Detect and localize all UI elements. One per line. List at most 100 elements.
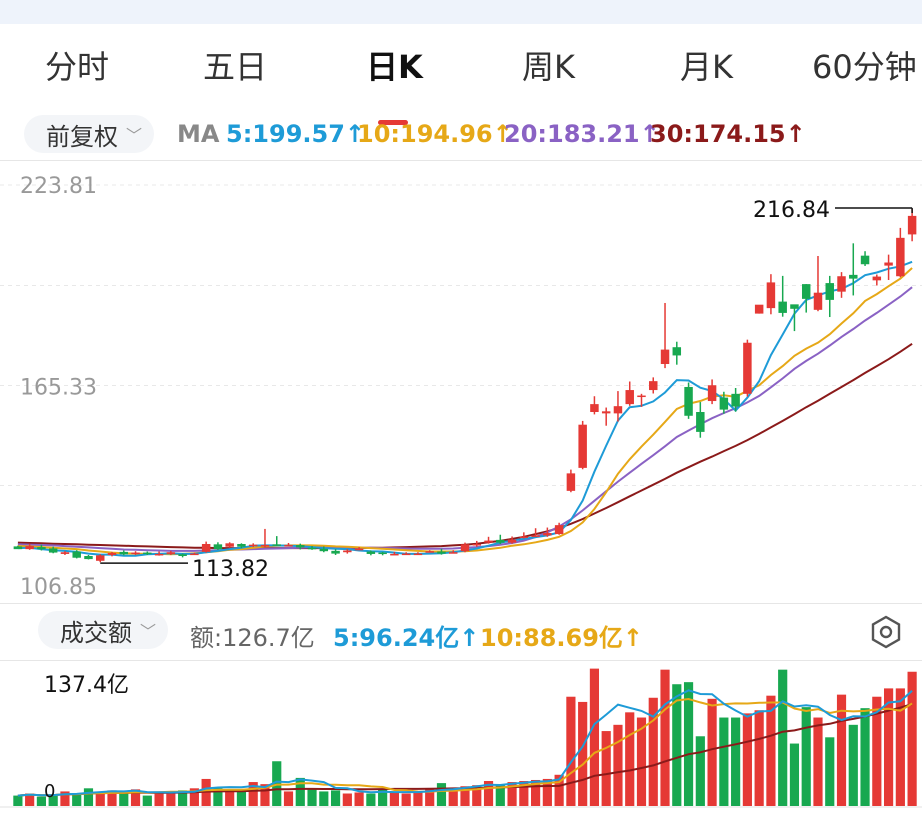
volume-bar	[448, 788, 458, 806]
volume-bar	[613, 724, 623, 806]
candle	[178, 553, 187, 558]
volume-bar	[72, 793, 82, 806]
volume-bar	[307, 788, 317, 806]
volume-bar	[389, 791, 399, 806]
candle	[778, 275, 787, 317]
candle-body	[790, 304, 799, 309]
candle	[649, 377, 658, 394]
candle-body	[248, 544, 258, 547]
candle	[84, 554, 93, 560]
candle	[837, 272, 846, 298]
candle-body	[48, 548, 58, 553]
volume-bar	[672, 684, 682, 806]
candle	[590, 396, 599, 415]
candle-body	[213, 544, 223, 550]
tab-timeshare[interactable]: 分时	[45, 48, 110, 86]
volume-bar	[648, 697, 658, 806]
candle-body	[437, 551, 446, 554]
candle-body	[354, 548, 364, 551]
candle	[378, 551, 387, 556]
candle-body	[225, 543, 234, 547]
ma-legend-row: 前复权 ﹀ MA 5:199.57↑ 10:194.96↑ 20:183.21↑…	[0, 112, 922, 158]
candle-body	[566, 473, 576, 491]
candle-body	[531, 535, 540, 537]
ma30-line	[17, 342, 913, 550]
candle	[437, 548, 446, 555]
candle	[872, 274, 882, 286]
candle	[743, 339, 752, 397]
candle-body	[25, 546, 34, 550]
candle-body	[472, 544, 482, 546]
volume-bar	[366, 793, 376, 806]
candle	[684, 382, 693, 419]
candle-body	[578, 424, 587, 468]
candle-body	[496, 539, 505, 543]
candle-body	[84, 556, 93, 560]
candle-body	[637, 395, 646, 398]
candle-body	[154, 553, 164, 556]
volume-bar	[225, 789, 235, 806]
volume-bar	[401, 793, 411, 806]
low-price-label: 113.82	[192, 557, 269, 582]
volume-bar	[660, 669, 670, 806]
candle-body	[543, 533, 552, 536]
tab-daily-k[interactable]: 日K	[366, 48, 423, 86]
volume-bar	[413, 792, 423, 806]
candle-body	[813, 292, 823, 310]
volume-bar	[813, 717, 823, 806]
candle-body	[260, 545, 270, 547]
volume-bar	[789, 743, 800, 806]
adjust-dropdown[interactable]: 前复权 ﹀	[24, 115, 155, 153]
candle	[766, 274, 776, 315]
volume-max-label: 137.4亿	[44, 673, 129, 698]
price-axis-bottom-label: 106.85	[20, 575, 97, 600]
candle-body	[60, 552, 70, 554]
candle	[107, 551, 117, 557]
candle	[707, 379, 717, 405]
volume-amount: 额:126.7亿	[190, 624, 315, 652]
candle	[331, 549, 340, 555]
tab-five-day[interactable]: 五日	[203, 48, 268, 86]
volume-bar	[95, 792, 105, 806]
volume-bar	[236, 791, 247, 806]
tab-60-minute[interactable]: 60分钟	[812, 48, 917, 86]
candle-body	[296, 545, 305, 548]
candle	[166, 550, 176, 555]
volume-bar	[378, 789, 388, 806]
ma-label: MA	[177, 120, 220, 148]
candle	[272, 536, 281, 547]
ma10-value: 10:194.96↑	[357, 120, 513, 148]
volume-bar	[319, 791, 329, 806]
volume-bar	[907, 671, 917, 806]
candle-body	[837, 276, 846, 292]
candle	[637, 393, 646, 407]
volume-bar	[83, 788, 94, 806]
volume-bar	[460, 786, 470, 806]
candle	[448, 550, 458, 554]
top-status-band	[0, 0, 922, 24]
volume-ma5-line	[17, 689, 913, 797]
volume-bar	[801, 707, 811, 806]
candle-body	[884, 262, 893, 266]
volume-bar	[425, 789, 435, 806]
volume-bar	[154, 793, 164, 806]
candle-body	[872, 276, 882, 281]
volume-legend-row: 成交额 ﹀ 额:126.7亿 5:96.24亿↑ 10:88.69亿↑	[0, 608, 922, 658]
candle	[543, 527, 552, 537]
tab-monthly-k[interactable]: 月K	[680, 48, 733, 86]
volume-indicator-dropdown[interactable]: 成交额 ﹀	[38, 611, 169, 649]
candle	[284, 542, 293, 547]
candle	[296, 543, 305, 550]
candle-body	[684, 386, 693, 416]
candle-body	[778, 301, 787, 313]
candle	[96, 554, 105, 563]
volume-bar	[142, 795, 152, 806]
tab-weekly-k[interactable]: 周K	[522, 48, 575, 86]
volume-bar	[542, 778, 552, 806]
volume-bar	[883, 688, 894, 806]
volume-bar	[825, 737, 835, 806]
divider	[0, 160, 922, 161]
candle-body	[401, 553, 411, 556]
settings-hexagon-icon[interactable]	[868, 614, 904, 650]
divider	[0, 603, 922, 604]
